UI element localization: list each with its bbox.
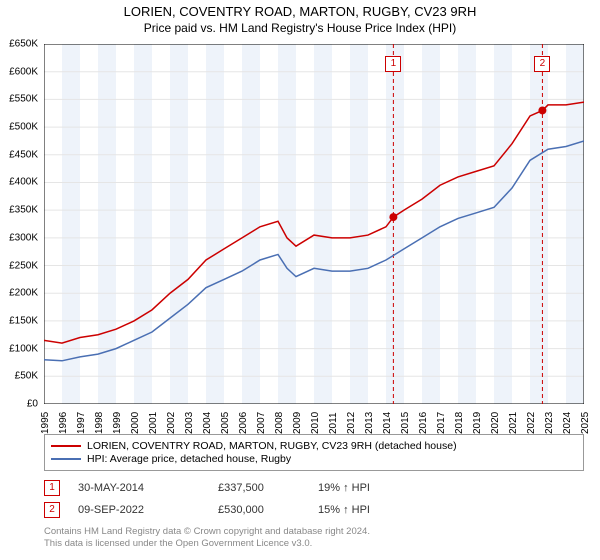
marker-delta-0: 19% ↑ HPI — [318, 482, 438, 494]
xtick-label: 2014 — [382, 412, 393, 434]
xtick-label: 2022 — [526, 412, 537, 434]
ytick-label: £0 — [0, 399, 38, 410]
xtick-label: 2013 — [364, 412, 375, 434]
xtick-label: 1996 — [58, 412, 69, 434]
marker-table: 1 30-MAY-2014 £337,500 19% ↑ HPI 2 09-SE… — [44, 474, 584, 518]
xtick-label: 1999 — [112, 412, 123, 434]
xtick-label: 2017 — [436, 412, 447, 434]
legend-row-0: LORIEN, COVENTRY ROAD, MARTON, RUGBY, CV… — [51, 440, 577, 452]
xtick-label: 1995 — [40, 412, 51, 434]
marker-date-0: 30-MAY-2014 — [78, 482, 218, 494]
xtick-label: 2024 — [562, 412, 573, 434]
xtick-label: 2025 — [580, 412, 591, 434]
marker-price-0: £337,500 — [218, 482, 318, 494]
ytick-label: £400K — [0, 177, 38, 188]
legend-row-1: HPI: Average price, detached house, Rugb… — [51, 453, 577, 465]
xtick-label: 2004 — [202, 412, 213, 434]
ytick-label: £250K — [0, 260, 38, 271]
chart-container: LORIEN, COVENTRY ROAD, MARTON, RUGBY, CV… — [0, 0, 600, 560]
footnote-line1: Contains HM Land Registry data © Crown c… — [44, 526, 584, 538]
ytick-label: £500K — [0, 122, 38, 133]
marker-delta-1: 15% ↑ HPI — [318, 504, 438, 516]
marker-badge-0: 1 — [44, 480, 60, 496]
ytick-label: £200K — [0, 288, 38, 299]
legend: LORIEN, COVENTRY ROAD, MARTON, RUGBY, CV… — [44, 434, 584, 471]
xtick-label: 2001 — [148, 412, 159, 434]
xtick-label: 2009 — [292, 412, 303, 434]
ytick-label: £350K — [0, 205, 38, 216]
ytick-label: £50K — [0, 371, 38, 382]
title-line1: LORIEN, COVENTRY ROAD, MARTON, RUGBY, CV… — [0, 4, 600, 19]
xtick-label: 2021 — [508, 412, 519, 434]
marker-badge-1: 2 — [44, 502, 60, 518]
ytick-label: £550K — [0, 94, 38, 105]
ytick-label: £150K — [0, 315, 38, 326]
ytick-label: £100K — [0, 343, 38, 354]
xtick-label: 2003 — [184, 412, 195, 434]
footnote: Contains HM Land Registry data © Crown c… — [44, 526, 584, 551]
xtick-label: 2023 — [544, 412, 555, 434]
xtick-label: 2008 — [274, 412, 285, 434]
xtick-label: 2015 — [400, 412, 411, 434]
xtick-label: 2020 — [490, 412, 501, 434]
marker-row-0: 1 30-MAY-2014 £337,500 19% ↑ HPI — [44, 480, 584, 496]
title-line2: Price paid vs. HM Land Registry's House … — [0, 21, 600, 35]
title-block: LORIEN, COVENTRY ROAD, MARTON, RUGBY, CV… — [0, 0, 600, 35]
xtick-label: 2010 — [310, 412, 321, 434]
xtick-label: 2005 — [220, 412, 231, 434]
xtick-label: 2016 — [418, 412, 429, 434]
xtick-label: 1998 — [94, 412, 105, 434]
legend-label-0: LORIEN, COVENTRY ROAD, MARTON, RUGBY, CV… — [87, 440, 457, 452]
xtick-label: 2011 — [328, 412, 339, 434]
xtick-label: 2018 — [454, 412, 465, 434]
legend-swatch-1 — [51, 458, 81, 460]
xtick-label: 2000 — [130, 412, 141, 434]
ytick-label: £650K — [0, 39, 38, 50]
xtick-label: 2002 — [166, 412, 177, 434]
chart-marker-badge: 2 — [534, 56, 550, 72]
chart-area: 12 — [44, 44, 584, 404]
marker-date-1: 09-SEP-2022 — [78, 504, 218, 516]
chart-marker-badge: 1 — [385, 56, 401, 72]
plot-svg — [44, 44, 584, 404]
legend-swatch-0 — [51, 445, 81, 447]
xtick-label: 2007 — [256, 412, 267, 434]
ytick-label: £450K — [0, 149, 38, 160]
footnote-line2: This data is licensed under the Open Gov… — [44, 538, 584, 550]
xtick-label: 1997 — [76, 412, 87, 434]
marker-row-1: 2 09-SEP-2022 £530,000 15% ↑ HPI — [44, 502, 584, 518]
xtick-label: 2012 — [346, 412, 357, 434]
xtick-label: 2019 — [472, 412, 483, 434]
xtick-label: 2006 — [238, 412, 249, 434]
ytick-label: £300K — [0, 232, 38, 243]
marker-price-1: £530,000 — [218, 504, 318, 516]
legend-label-1: HPI: Average price, detached house, Rugb… — [87, 453, 291, 465]
ytick-label: £600K — [0, 66, 38, 77]
